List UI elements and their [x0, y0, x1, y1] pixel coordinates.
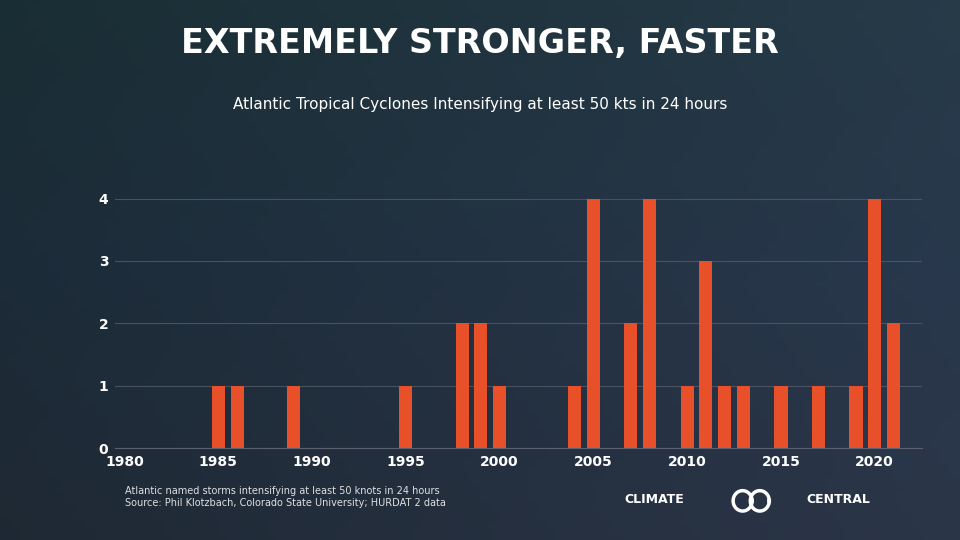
Bar: [887, 323, 900, 448]
Bar: [643, 199, 657, 448]
Bar: [568, 386, 581, 448]
Bar: [681, 386, 694, 448]
Text: Atlantic Tropical Cyclones Intensifying at least 50 kts in 24 hours: Atlantic Tropical Cyclones Intensifying …: [233, 97, 727, 112]
Bar: [737, 386, 750, 448]
Bar: [230, 386, 244, 448]
Bar: [212, 386, 225, 448]
Bar: [399, 386, 413, 448]
Bar: [624, 323, 637, 448]
Bar: [718, 386, 732, 448]
Bar: [868, 199, 881, 448]
Bar: [812, 386, 825, 448]
Bar: [700, 261, 712, 448]
Bar: [775, 386, 787, 448]
Bar: [474, 323, 488, 448]
Text: CENTRAL: CENTRAL: [806, 493, 871, 506]
Text: CLIMATE: CLIMATE: [624, 493, 684, 506]
Bar: [287, 386, 300, 448]
Bar: [456, 323, 468, 448]
Text: EXTREMELY STRONGER, FASTER: EXTREMELY STRONGER, FASTER: [181, 27, 779, 60]
Bar: [493, 386, 506, 448]
Bar: [850, 386, 862, 448]
Bar: [587, 199, 600, 448]
Text: Atlantic named storms intensifying at least 50 knots in 24 hours
Source: Phil Kl: Atlantic named storms intensifying at le…: [125, 486, 445, 508]
